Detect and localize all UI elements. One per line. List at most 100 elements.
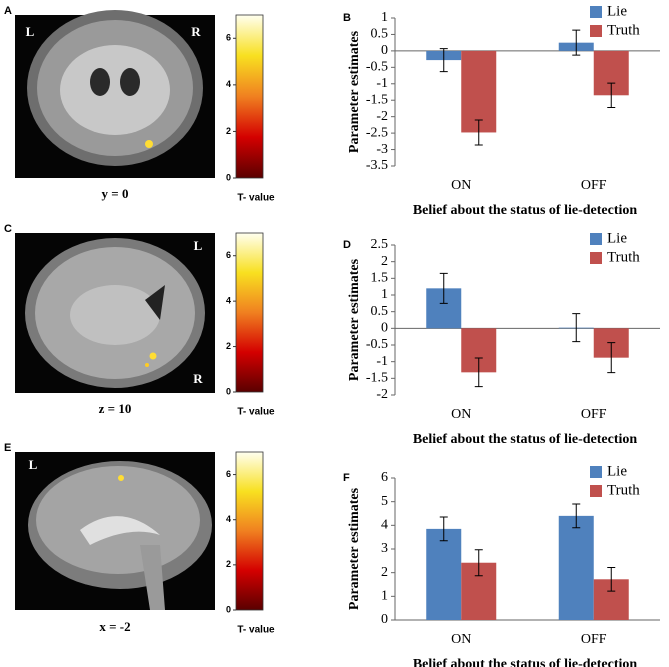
y-tick-label: -0.5: [366, 60, 388, 75]
colorbar-tick-label: 4: [226, 296, 231, 306]
error-bar: [572, 29, 581, 56]
y-tick-label: 0.5: [371, 304, 389, 319]
panel-letter: F: [343, 472, 350, 484]
orientation-label: R: [191, 24, 201, 39]
panel-letter: E: [4, 442, 11, 454]
error-bar: [439, 48, 448, 73]
colorbar-label: T- value: [237, 625, 275, 636]
colorbar-tick-label: 6: [226, 250, 231, 260]
x-tick-label: ON: [451, 632, 471, 647]
legend-label: Truth: [607, 22, 640, 38]
y-tick-label: -3.5: [366, 158, 388, 173]
legend-swatch: [590, 6, 602, 18]
orientation-label: R: [193, 371, 203, 386]
x-tick-label: OFF: [581, 407, 607, 422]
brain-image: [15, 233, 215, 393]
legend-swatch: [590, 252, 602, 264]
y-axis-label: Parameter estimates: [347, 30, 362, 153]
x-tick-label: OFF: [581, 178, 607, 193]
colorbar: [235, 232, 264, 393]
y-tick-label: -2.5: [366, 125, 388, 140]
x-tick-label: ON: [451, 178, 471, 193]
image-caption: z = 10: [99, 401, 132, 416]
colorbar-tick-label: 0: [226, 386, 231, 396]
error-bar: [474, 119, 483, 146]
legend-swatch: [590, 466, 602, 478]
y-tick-label: 5: [381, 494, 388, 509]
colorbar-tick-label: 2: [226, 341, 231, 351]
colorbar-tick-label: 4: [226, 79, 231, 89]
y-tick-label: -3: [376, 142, 388, 157]
legend-swatch: [590, 25, 602, 37]
colorbar-label: T- value: [237, 193, 275, 204]
legend-swatch: [590, 233, 602, 245]
y-tick-label: -1: [376, 354, 388, 369]
x-axis-label: Belief about the status of lie-detection: [413, 203, 638, 218]
orientation-label: L: [29, 457, 38, 472]
x-tick-label: OFF: [581, 632, 607, 647]
y-tick-label: 6: [381, 470, 388, 485]
panel-letter: C: [4, 223, 12, 235]
image-caption: y = 0: [102, 186, 129, 201]
x-tick-label: ON: [451, 407, 471, 422]
legend-label: Truth: [607, 482, 640, 498]
panel-letter: D: [343, 239, 351, 251]
orientation-label: L: [194, 238, 203, 253]
brain-image: [15, 10, 215, 178]
error-bar: [474, 357, 483, 388]
colorbar-tick-label: 6: [226, 33, 231, 43]
y-tick-label: 0: [381, 321, 388, 336]
colorbar-tick-label: 4: [226, 514, 231, 524]
y-tick-label: 1.5: [371, 271, 389, 286]
y-tick-label: 1: [381, 10, 388, 25]
y-tick-label: 4: [381, 518, 388, 533]
error-bar: [607, 566, 616, 592]
colorbar-tick-label: 2: [226, 559, 231, 569]
y-tick-label: 0: [381, 612, 388, 627]
y-axis-label: Parameter estimates: [347, 258, 362, 381]
y-tick-label: 2: [381, 254, 388, 269]
colorbar: [235, 451, 264, 611]
colorbar-label: T- value: [237, 407, 275, 418]
legend-label: Lie: [607, 463, 627, 479]
image-caption: x = -2: [99, 619, 130, 634]
y-tick-label: 1: [381, 287, 388, 302]
y-tick-label: 1: [381, 589, 388, 604]
orientation-label: L: [26, 24, 35, 39]
bar: [426, 528, 462, 620]
legend-label: Lie: [607, 3, 627, 19]
y-tick-label: -1.5: [366, 92, 388, 107]
y-tick-label: -0.5: [366, 337, 388, 352]
bar: [558, 515, 594, 620]
x-axis-label: Belief about the status of lie-detection: [413, 432, 638, 447]
colorbar-tick-label: 0: [226, 604, 231, 614]
brain-image: [15, 452, 215, 610]
colorbar-tick-label: 6: [226, 469, 231, 479]
y-tick-label: 0: [381, 43, 388, 58]
colorbar-tick-label: 0: [226, 172, 231, 182]
colorbar: [235, 14, 264, 179]
y-tick-label: -2: [376, 387, 388, 402]
y-tick-label: 0.5: [371, 27, 389, 42]
panel-letter: B: [343, 12, 351, 24]
error-bar: [572, 503, 581, 529]
panel-letter: A: [4, 5, 12, 17]
x-axis-label: Belief about the status of lie-detection: [413, 657, 638, 667]
bar: [461, 50, 497, 133]
error-bar: [439, 272, 448, 304]
error-bar: [572, 313, 581, 343]
y-tick-label: 2: [381, 565, 388, 580]
legend-label: Truth: [607, 249, 640, 265]
y-tick-label: -1.5: [366, 371, 388, 386]
legend-label: Lie: [607, 230, 627, 246]
colorbar-tick-label: 2: [226, 126, 231, 136]
error-bar: [607, 82, 616, 108]
y-tick-label: -1: [376, 76, 388, 91]
legend-swatch: [590, 485, 602, 497]
y-axis-label: Parameter estimates: [347, 487, 362, 610]
error-bar: [439, 516, 448, 542]
y-tick-label: 3: [381, 541, 388, 556]
y-tick-label: 2.5: [371, 237, 389, 252]
y-tick-label: -2: [376, 109, 388, 124]
